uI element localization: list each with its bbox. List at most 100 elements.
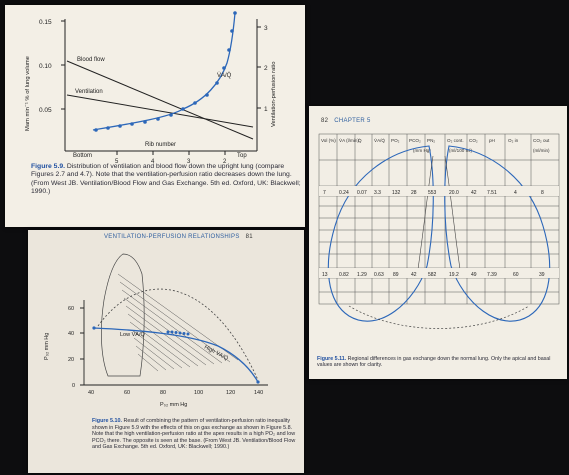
svg-text:0.07: 0.07 <box>357 190 367 196</box>
page-header: 82 CHAPTER 5 <box>321 118 371 124</box>
hatch-lines <box>117 273 239 372</box>
svg-text:0.24: 0.24 <box>339 190 349 196</box>
caption-text: Regional differences in gas exchange dow… <box>317 356 551 369</box>
va-q-points <box>94 11 237 132</box>
x-tick: 2 <box>223 159 227 165</box>
lung-outline <box>101 253 145 377</box>
x-axis-label: P₀₂ mm Hg <box>160 402 187 408</box>
svg-text:V̇A (l/min): V̇A (l/min) <box>339 137 359 143</box>
y-tick: 40 <box>68 331 74 337</box>
x-tick: 100 <box>194 390 203 396</box>
svg-text:132: 132 <box>392 190 401 196</box>
svg-text:42: 42 <box>411 272 417 278</box>
svg-text:42: 42 <box>471 190 477 196</box>
y-tick-right: 1 <box>264 106 268 113</box>
figure-5-11-caption: Figure 5.11. Regional differences in gas… <box>317 356 562 369</box>
x-tick: 120 <box>226 390 235 396</box>
x-tick: 3 <box>187 159 191 165</box>
svg-text:39: 39 <box>539 272 545 278</box>
svg-text:7: 7 <box>323 190 326 196</box>
y-axis-right-label: Ventilation-perfusion ratio <box>271 62 277 127</box>
svg-text:3.3: 3.3 <box>374 190 381 196</box>
y-tick-left: 0.10 <box>39 63 52 70</box>
label-ventilation: Ventilation <box>75 89 103 95</box>
row-apex-bg <box>319 186 559 196</box>
svg-text:Vol (%): Vol (%) <box>321 138 336 143</box>
svg-text:60: 60 <box>513 272 519 278</box>
curve-points <box>92 326 260 384</box>
svg-text:8: 8 <box>541 190 544 196</box>
page-header: VENTILATION-PERFUSION RELATIONSHIPS 81 <box>104 234 253 240</box>
y-axis-left-label: Mam min⁻¹ % of lung volume <box>25 56 31 131</box>
caption-text: Distribution of ventilation and blood fl… <box>31 163 301 195</box>
svg-text:7.51: 7.51 <box>487 190 497 196</box>
svg-text:89: 89 <box>393 272 399 278</box>
caption-number: Figure 5.9. <box>31 163 65 170</box>
figure-5-9-chart: 0.15 0.10 0.05 3 2 1 Mam min⁻¹ % of lung… <box>25 11 277 165</box>
svg-text:4: 4 <box>514 190 517 196</box>
svg-text:20.0: 20.0 <box>449 190 459 196</box>
figure-5-11-page: 82 CHAPTER 5 <box>309 106 567 379</box>
x-tick: 80 <box>160 390 166 396</box>
y-axis-label: P₀₂ mm Hg <box>44 333 50 360</box>
svg-text:PN₂: PN₂ <box>427 138 435 143</box>
label-rib-number: Rib number <box>145 142 176 148</box>
table-row-base: 13 0.82 1.29 0.63 89 42 582 19.2 49 7.39… <box>322 272 545 278</box>
figure-5-10-chart: 60 40 20 0 P₀₂ mm Hg 40 60 80 100 120 14… <box>44 253 268 408</box>
y-tick: 0 <box>72 383 75 389</box>
svg-text:PCO₂: PCO₂ <box>409 138 421 143</box>
right-lung-outline <box>444 145 551 322</box>
y-tick-left: 0.05 <box>39 107 52 114</box>
label-blood-flow: Blood flow <box>77 57 105 63</box>
ventilation-line <box>66 94 254 128</box>
diaphragm-line <box>348 305 530 329</box>
caption-number: Figure 5.10. <box>92 418 122 424</box>
svg-text:CO₂: CO₂ <box>469 138 478 143</box>
caption-text: Result of combining the pattern of venti… <box>92 418 296 451</box>
svg-text:Q̇: Q̇ <box>358 137 362 143</box>
table-row-apex: 7 0.24 0.07 3.3 132 28 553 20.0 42 7.51 … <box>323 190 544 196</box>
svg-text:(ml/min): (ml/min) <box>533 148 550 153</box>
x-tick: 4 <box>151 159 155 165</box>
row-base-bg <box>319 268 559 278</box>
figure-5-9-caption: Figure 5.9. Distribution of ventilation … <box>31 163 303 196</box>
left-lung-outline <box>327 145 434 322</box>
table-grid <box>318 133 560 305</box>
svg-text:O₂ cont.: O₂ cont. <box>447 138 464 143</box>
svg-text:(ml/100 ml): (ml/100 ml) <box>449 148 472 153</box>
caption-number: Figure 5.11. <box>317 356 347 362</box>
y-tick-right: 2 <box>264 65 268 72</box>
figure-5-10-caption: Figure 5.10. Result of combining the pat… <box>92 418 302 451</box>
svg-text:582: 582 <box>428 272 437 278</box>
svg-text:13: 13 <box>322 272 328 278</box>
svg-text:PO₂: PO₂ <box>391 138 400 143</box>
svg-text:CO₂ out: CO₂ out <box>533 138 550 143</box>
svg-text:O₂ in: O₂ in <box>508 138 519 143</box>
y-tick: 60 <box>68 306 74 312</box>
svg-text:28: 28 <box>411 190 417 196</box>
figure-5-10-page: VENTILATION-PERFUSION RELATIONSHIPS 81 6… <box>28 230 304 473</box>
figure-5-9-page: 0.15 0.10 0.05 3 2 1 Mam min⁻¹ % of lung… <box>5 5 305 227</box>
svg-text:7.39: 7.39 <box>487 272 497 278</box>
svg-text:(mm Hg): (mm Hg) <box>413 148 431 153</box>
va-q-curve <box>92 12 236 131</box>
label-va-q: V̇A/Q̇ <box>217 72 232 79</box>
svg-text:1.29: 1.29 <box>357 272 367 278</box>
svg-text:49: 49 <box>471 272 477 278</box>
x-tick: 40 <box>88 390 94 396</box>
svg-text:553: 553 <box>428 190 437 196</box>
y-tick-left: 0.15 <box>39 19 52 26</box>
x-tick: 5 <box>115 159 119 165</box>
x-tick: 140 <box>254 390 263 396</box>
label-top: Top <box>237 153 247 159</box>
blood-flow-line <box>66 60 254 140</box>
y-tick: 20 <box>68 357 74 363</box>
svg-text:0.82: 0.82 <box>339 272 349 278</box>
label-low-va-q: Low V̇A/Q̇ <box>120 331 145 338</box>
x-tick: 60 <box>124 390 130 396</box>
svg-text:19.2: 19.2 <box>449 272 459 278</box>
y-tick-right: 3 <box>264 25 268 32</box>
figure-5-11-diagram: Vol (%) V̇A (l/min) Q̇ V̇A/Q̇ PO₂ PCO₂ P… <box>318 133 560 329</box>
airway-lines <box>416 155 462 277</box>
label-bottom: Bottom <box>73 153 92 159</box>
